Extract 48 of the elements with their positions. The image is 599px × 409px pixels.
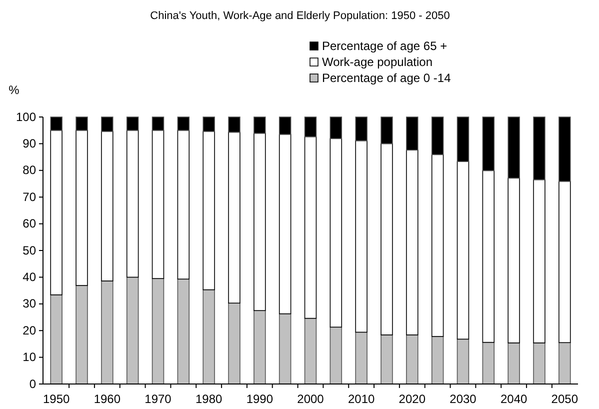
- x-tick-label: 1980: [195, 392, 223, 406]
- x-tick-label: 2020: [398, 392, 426, 406]
- bar: [228, 302, 240, 384]
- x-tick-label: 2030: [450, 392, 477, 406]
- bar: [406, 334, 418, 384]
- y-tick-label: 100: [16, 110, 36, 124]
- bar: [304, 318, 317, 384]
- bar: [456, 338, 470, 384]
- x-tick-label: 1970: [144, 392, 172, 406]
- bar: [355, 332, 368, 384]
- y-tick-label: 10: [22, 350, 36, 364]
- bar: [50, 294, 62, 384]
- x-tick-label: 2010: [348, 392, 375, 406]
- x-tick-label: 1960: [94, 392, 121, 406]
- bar: [380, 334, 393, 384]
- legend-label: Work-age population: [322, 55, 433, 69]
- y-tick-label: 0: [29, 376, 36, 391]
- legend-label: Percentage of age 65 +: [322, 39, 448, 53]
- y-tick-label: 60: [22, 216, 36, 231]
- bar: [330, 326, 342, 384]
- bar: [431, 336, 444, 384]
- bar: [278, 313, 292, 384]
- legend-label: Percentage of age 0 -14: [322, 71, 452, 85]
- x-tick-label: 1990: [246, 392, 274, 406]
- y-tick-label: 30: [22, 296, 36, 311]
- bar: [482, 342, 495, 384]
- bar: [152, 278, 164, 384]
- x-tick-label: 2040: [500, 392, 528, 406]
- y-tick-label: 20: [22, 323, 36, 338]
- bar: [533, 342, 546, 384]
- y-tick-label: 70: [22, 190, 36, 204]
- x-tick-label: 2050: [551, 392, 578, 406]
- y-tick-label: 80: [22, 163, 36, 178]
- y-tick-label: 40: [22, 270, 36, 284]
- bar: [76, 285, 88, 384]
- bar: [126, 276, 139, 384]
- bar: [508, 342, 520, 384]
- bar: [177, 278, 190, 384]
- bar: [254, 310, 266, 384]
- x-tick-label: 2000: [297, 392, 324, 406]
- y-tick-label: 50: [22, 243, 36, 258]
- chart-title: China's Youth, Work-Age and Elderly Population: 1950 - 2050: [150, 10, 450, 22]
- bar: [101, 280, 114, 384]
- y-axis-title: %: [8, 83, 20, 97]
- bar: [202, 289, 215, 384]
- bar: [558, 342, 571, 384]
- y-tick-label: 90: [22, 136, 36, 151]
- x-tick-label: 1950: [42, 392, 70, 406]
